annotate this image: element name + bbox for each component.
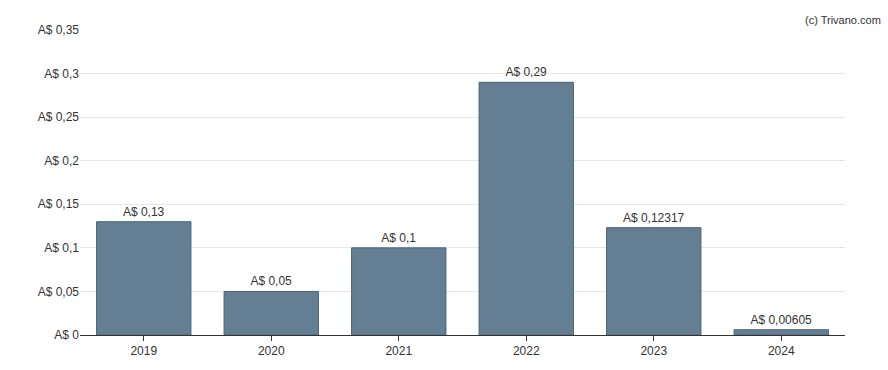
svg-text:2020: 2020	[258, 344, 285, 358]
svg-text:2022: 2022	[513, 344, 540, 358]
svg-text:A$ 0,15: A$ 0,15	[38, 197, 80, 211]
svg-text:A$ 0,2: A$ 0,2	[44, 154, 79, 168]
svg-text:A$ 0,13: A$ 0,13	[123, 205, 165, 219]
svg-text:2019: 2019	[130, 344, 157, 358]
svg-text:A$ 0,25: A$ 0,25	[38, 110, 80, 124]
svg-text:A$ 0,1: A$ 0,1	[44, 241, 79, 255]
svg-text:2024: 2024	[768, 344, 795, 358]
svg-text:A$ 0,3: A$ 0,3	[44, 67, 79, 81]
svg-text:A$ 0,00605: A$ 0,00605	[750, 313, 812, 327]
svg-text:A$ 0,29: A$ 0,29	[505, 65, 547, 79]
svg-text:A$ 0,12317: A$ 0,12317	[623, 211, 685, 225]
svg-text:2023: 2023	[640, 344, 667, 358]
svg-text:A$ 0,1: A$ 0,1	[381, 231, 416, 245]
svg-text:A$ 0,05: A$ 0,05	[38, 285, 80, 299]
svg-text:2021: 2021	[385, 344, 412, 358]
svg-text:(c) Trivano.com: (c) Trivano.com	[805, 14, 881, 26]
svg-text:A$ 0: A$ 0	[54, 328, 79, 342]
svg-text:A$ 0,05: A$ 0,05	[250, 274, 292, 288]
svg-text:A$ 0,35: A$ 0,35	[38, 23, 80, 37]
